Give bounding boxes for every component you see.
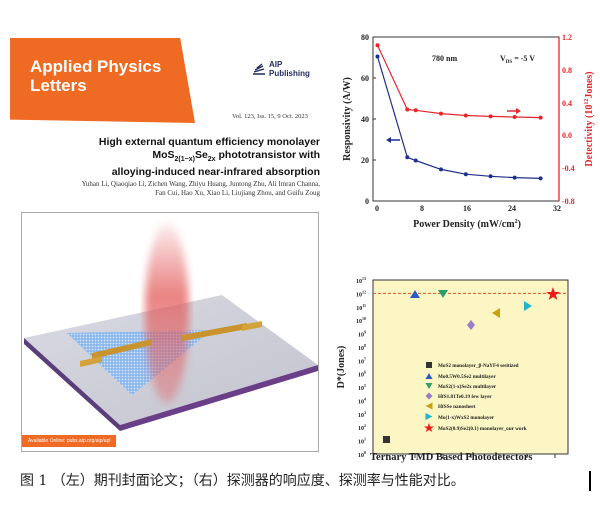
svg-text:109: 109 [358, 330, 366, 339]
svg-text:0: 0 [375, 204, 379, 213]
log-y-ticks: 1013 1012 1011 1010 109 108 107 106 105 … [356, 276, 366, 459]
svg-text:102: 102 [358, 423, 366, 432]
svg-text:1012: 1012 [356, 289, 366, 298]
marker-star [546, 287, 560, 300]
device-illustration [24, 223, 318, 431]
journal-name-line2: Letters [30, 76, 87, 95]
svg-text:Mo(1-x)WxS2 monolayer: Mo(1-x)WxS2 monolayer [438, 414, 495, 421]
publisher-line2: Publishing [269, 69, 310, 78]
svg-text:60: 60 [361, 74, 369, 83]
authors-line2: Fan Cui, Hao Xu, Xiao Li, Liujiang Zhou,… [155, 189, 320, 197]
detectivity-points [375, 43, 543, 120]
svg-text:20: 20 [361, 156, 369, 165]
responsivity-points [375, 54, 543, 181]
marker-triangle-up [410, 290, 420, 298]
journal-name-line1: Applied Physics [30, 57, 162, 76]
comparison-legend: MoS2 monolayer_β-NaYF4 sesitized Mo0.5W0… [424, 362, 527, 432]
journal-cover-banner [10, 38, 195, 123]
svg-text:8: 8 [420, 204, 424, 213]
right-axis-arrow-icon [507, 108, 521, 114]
x-tick-marks [386, 454, 556, 458]
svg-text:107: 107 [358, 356, 366, 365]
responsivity-detectivity-chart: 80 60 40 20 0 1.2 0.8 0.4 0.0 -0.4 -0.8 … [342, 33, 595, 230]
publisher-line1: AIP [269, 60, 283, 69]
left-axis-arrow-icon [386, 137, 400, 143]
svg-text:16: 16 [463, 204, 471, 213]
volume-info: Vol. 123, Iss. 15, 9 Oct. 2023 [232, 113, 308, 120]
detectivity-comparison-chart: 1013 1012 1011 1010 109 108 107 106 105 … [336, 276, 569, 459]
paper-title-line1: High external quantum efficiency monolay… [98, 136, 320, 148]
svg-text:24: 24 [508, 204, 516, 213]
svg-text:Mo0.5W0.5Se2 multilayer: Mo0.5W0.5Se2 multilayer [438, 374, 496, 380]
aip-swoosh-icon [253, 63, 265, 75]
marker-diamond [467, 320, 475, 330]
dstar-axis-title: D*(Jones) [336, 346, 347, 389]
cover-illustration [21, 212, 319, 452]
vds-annotation: VDS = -5 V [500, 54, 535, 65]
svg-text:108: 108 [358, 343, 366, 352]
paper-title-line3: alloying-induced near-infrared absorptio… [111, 166, 320, 179]
marker-triangle-down [438, 290, 448, 298]
svg-text:80: 80 [361, 33, 369, 42]
svg-text:104: 104 [358, 396, 366, 405]
svg-text:1010: 1010 [356, 316, 366, 325]
figure-caption: 图 1 （左）期刊封面论文；（右）探测器的响应度、探测率与性能对比。 [20, 473, 465, 489]
wavelength-annotation: 780 nm [432, 54, 457, 63]
svg-text:MoS2(1-x)Se2x multilayer: MoS2(1-x)Se2x multilayer [438, 383, 497, 390]
y-axis-title: Responsivity (A/W) [342, 77, 353, 161]
comparison-plot-area [372, 279, 569, 455]
available-online-badge: Available Online: pubs.aip.org/aip/apl [22, 435, 117, 447]
x-axis-title: Power Density (mW/cm2) [413, 219, 521, 230]
svg-text:101: 101 [358, 437, 366, 446]
paper-title: High external quantum efficiency monolay… [20, 136, 320, 179]
right-axis-ticks: 1.2 0.8 0.4 0.0 -0.4 -0.8 [562, 33, 575, 206]
marker-triangle-right [524, 301, 532, 311]
marker-triangle-left [492, 308, 500, 318]
svg-text:32: 32 [553, 204, 561, 213]
comparison-x-axis-title: Ternary TMD Based Photodetectors [370, 452, 533, 463]
svg-text:-0.8: -0.8 [562, 197, 575, 206]
marker-square [383, 436, 390, 443]
svg-text:MoS2(0.9)Se2(0.1) monolayer_ou: MoS2(0.9)Se2(0.1) monolayer_our work [438, 425, 527, 432]
journal-name: Applied Physics Letters [30, 57, 161, 95]
svg-text:HfSSe nanosheet: HfSSe nanosheet [438, 404, 476, 410]
author-list: Yuhan Li, Qiaoqiao Li, Zichen Wang, Zhiy… [20, 180, 320, 198]
svg-text:100: 100 [358, 450, 366, 459]
svg-text:103: 103 [358, 410, 366, 419]
svg-text:1.2: 1.2 [562, 33, 572, 42]
authors-line1: Yuhan Li, Qiaoqiao Li, Zichen Wang, Zhiy… [81, 180, 320, 188]
svg-text:0: 0 [365, 197, 369, 206]
svg-text:-0.4: -0.4 [562, 164, 575, 173]
publisher-logo: AIP Publishing [252, 60, 310, 78]
svg-text:1011: 1011 [356, 303, 366, 312]
svg-text:0.4: 0.4 [562, 99, 572, 108]
svg-text:0.8: 0.8 [562, 66, 572, 75]
svg-text:MoS2 monolayer_β-NaYF4 sesitiz: MoS2 monolayer_β-NaYF4 sesitized [438, 363, 519, 369]
paper-title-line2: MoS2(1−x)Se2x phototransistor with [152, 148, 320, 163]
svg-text:40: 40 [361, 115, 369, 124]
svg-text:105: 105 [358, 383, 366, 392]
y2-axis-title: Detectivity (1012Jones) [584, 71, 595, 166]
svg-text:1013: 1013 [356, 276, 366, 285]
left-axis-ticks: 80 60 40 20 0 [361, 33, 369, 206]
svg-text:0.0: 0.0 [562, 131, 572, 140]
left-tick-marks [373, 36, 376, 202]
text-cursor [589, 471, 591, 491]
x-axis-ticks: 0 8 16 24 32 [375, 204, 561, 213]
svg-text:HfS1.81Te0.19 few layer: HfS1.81Te0.19 few layer [438, 394, 492, 400]
svg-text:106: 106 [358, 370, 366, 379]
